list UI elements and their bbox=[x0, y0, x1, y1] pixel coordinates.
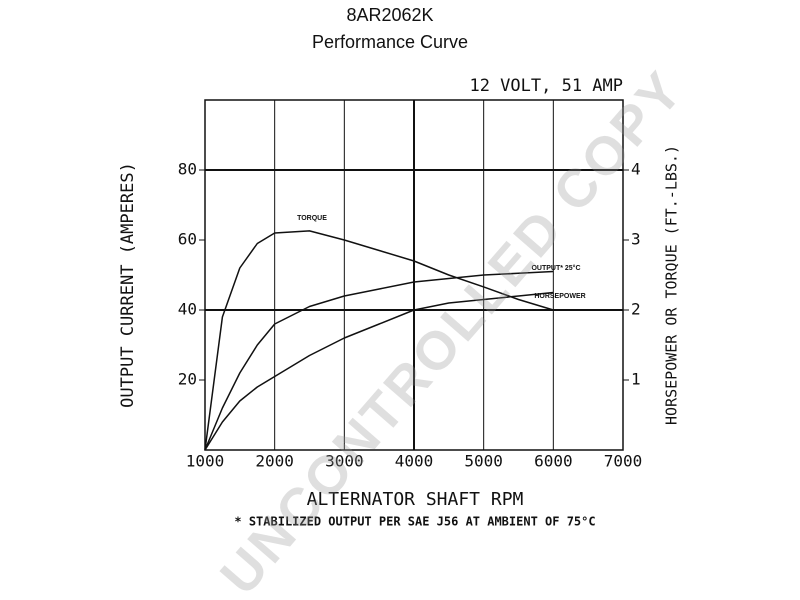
y2-tick-label: 1 bbox=[631, 370, 641, 389]
line-series bbox=[204, 291, 554, 451]
y2-tick-label: 3 bbox=[631, 230, 641, 249]
x-tick-label: 6000 bbox=[534, 452, 573, 471]
y2-tick-label: 4 bbox=[631, 160, 641, 179]
y-axis-label: OUTPUT CURRENT (AMPERES) bbox=[118, 162, 138, 408]
x-tick-label: 4000 bbox=[395, 452, 434, 471]
series-label: HORSEPOWER bbox=[534, 293, 585, 300]
y-tick-label: 40 bbox=[178, 300, 197, 319]
x-tick-label: 7000 bbox=[604, 452, 643, 471]
chart-subtitle: Performance Curve bbox=[312, 32, 468, 52]
series-label: OUTPUT* 25°C bbox=[531, 264, 580, 272]
y2-axis-label: HORSEPOWER OR TORQUE (FT.-LBS.) bbox=[663, 145, 681, 425]
y-tick-label: 60 bbox=[178, 230, 197, 249]
x-axis-label: ALTERNATOR SHAFT RPM bbox=[307, 489, 524, 510]
series-label: TORQUE bbox=[297, 215, 327, 222]
chart-title: 8AR2062K bbox=[346, 5, 433, 25]
x-tick-label: 1000 bbox=[186, 452, 225, 471]
y-tick-label: 80 bbox=[178, 160, 197, 179]
annotation: 12 VOLT, 51 AMP bbox=[469, 76, 623, 96]
line-series bbox=[204, 230, 554, 451]
x-tick-label: 5000 bbox=[464, 452, 503, 471]
line-series bbox=[204, 270, 554, 451]
x-tick-label: 3000 bbox=[325, 452, 364, 471]
footnote: * STABILIZED OUTPUT PER SAE J56 AT AMBIE… bbox=[234, 515, 595, 529]
y-tick-label: 20 bbox=[178, 370, 197, 389]
y2-tick-label: 2 bbox=[631, 300, 641, 319]
x-tick-label: 2000 bbox=[255, 452, 294, 471]
